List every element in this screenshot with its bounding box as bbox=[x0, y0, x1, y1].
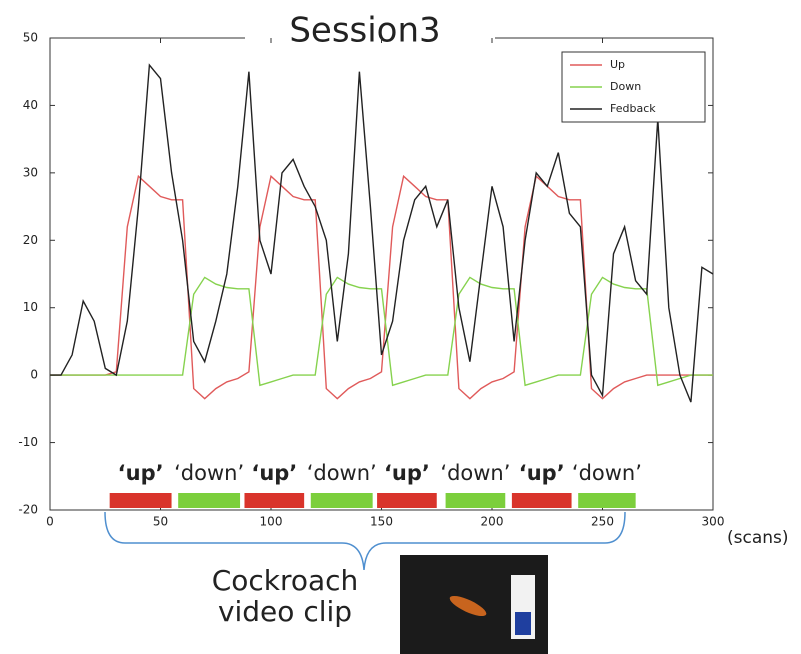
y-tick-label: 50 bbox=[23, 31, 38, 45]
condition-block bbox=[244, 493, 305, 508]
condition-label: ‘up’ bbox=[251, 461, 297, 485]
legend-label: Up bbox=[610, 58, 625, 71]
legend-label: Fedback bbox=[610, 102, 656, 115]
series-line bbox=[50, 174, 713, 400]
y-tick-label: -10 bbox=[18, 435, 38, 449]
condition-label: ‘up’ bbox=[118, 461, 164, 485]
condition-label: ‘down’ bbox=[440, 461, 510, 485]
cockroach bbox=[449, 595, 487, 617]
x-tick-label: 50 bbox=[153, 515, 168, 529]
series-line bbox=[50, 276, 713, 387]
y-tick-label: 20 bbox=[23, 233, 38, 247]
condition-block bbox=[178, 493, 241, 508]
series-line bbox=[50, 63, 714, 403]
condition-label: ‘down’ bbox=[572, 461, 642, 485]
condition-block bbox=[578, 493, 636, 508]
condition-block bbox=[310, 493, 373, 508]
x-tick-label: 300 bbox=[702, 515, 725, 529]
x-tick-label: 250 bbox=[591, 515, 614, 529]
y-tick-label: 10 bbox=[23, 300, 38, 314]
x-tick-label: 100 bbox=[260, 515, 283, 529]
condition-label: ‘down’ bbox=[307, 461, 377, 485]
y-tick-label: 0 bbox=[30, 368, 38, 382]
y-tick-label: 30 bbox=[23, 165, 38, 179]
caption-line: Cockroach bbox=[212, 564, 359, 597]
condition-label: ‘down’ bbox=[174, 461, 244, 485]
legend-label: Down bbox=[610, 80, 641, 93]
x-axis-label: (scans) bbox=[727, 528, 789, 548]
condition-label: ‘up’ bbox=[519, 461, 565, 485]
y-tick-label: -20 bbox=[18, 503, 38, 517]
condition-block bbox=[109, 493, 172, 508]
chart-title: Session3 bbox=[289, 11, 440, 51]
y-tick-label: 40 bbox=[23, 98, 38, 112]
gauge-fill bbox=[515, 612, 531, 635]
x-tick-label: 150 bbox=[370, 515, 393, 529]
condition-block bbox=[377, 493, 437, 508]
x-tick-label: 200 bbox=[481, 515, 504, 529]
video-thumbnail bbox=[400, 555, 548, 654]
condition-block bbox=[511, 493, 572, 508]
condition-block bbox=[445, 493, 506, 508]
caption-line: video clip bbox=[218, 595, 352, 628]
brace bbox=[104, 511, 626, 571]
title-bg bbox=[245, 10, 495, 50]
x-tick-label: 0 bbox=[46, 515, 54, 529]
condition-label: ‘up’ bbox=[384, 461, 430, 485]
